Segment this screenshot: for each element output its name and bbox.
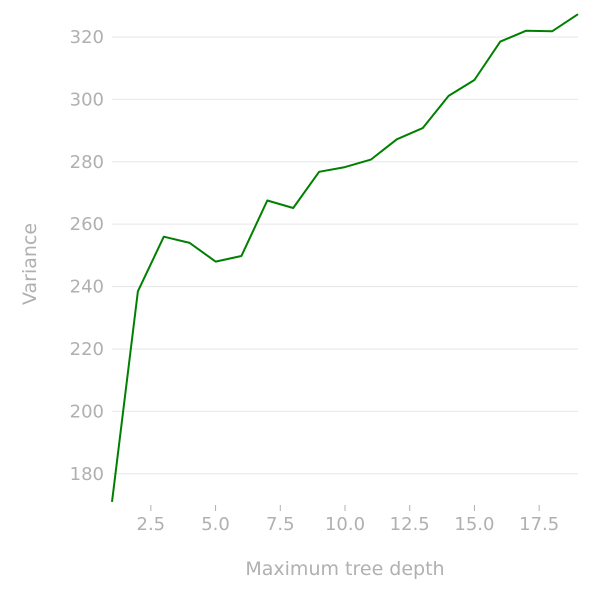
x-tick-label: 7.5 — [266, 514, 295, 535]
x-tick-label: 10.0 — [325, 514, 365, 535]
y-axis-label: Variance — [19, 223, 41, 305]
x-axis-ticks: 2.5 5.0 7.5 10.0 12.5 15.0 17.5 — [137, 505, 559, 535]
x-tick-label: 5.0 — [201, 514, 230, 535]
y-tick-label: 260 — [70, 214, 104, 235]
y-tick-label: 240 — [70, 277, 104, 298]
y-tick-label: 300 — [70, 89, 104, 110]
grid-lines — [112, 36, 578, 475]
x-tick-label: 2.5 — [137, 514, 166, 535]
x-tick-label: 17.5 — [519, 514, 559, 535]
x-axis-label: Maximum tree depth — [245, 558, 444, 580]
x-tick-label: 12.5 — [390, 514, 430, 535]
y-tick-label: 180 — [70, 464, 104, 485]
y-tick-label: 280 — [70, 152, 104, 173]
series-line — [111, 13, 579, 503]
x-tick-label: 15.0 — [454, 514, 494, 535]
y-tick-label: 220 — [70, 339, 104, 360]
y-tick-label: 200 — [70, 401, 104, 422]
y-axis-ticks: 180 200 220 240 260 280 300 320 — [70, 27, 104, 485]
y-tick-label: 320 — [70, 27, 104, 48]
series-group — [111, 13, 579, 503]
